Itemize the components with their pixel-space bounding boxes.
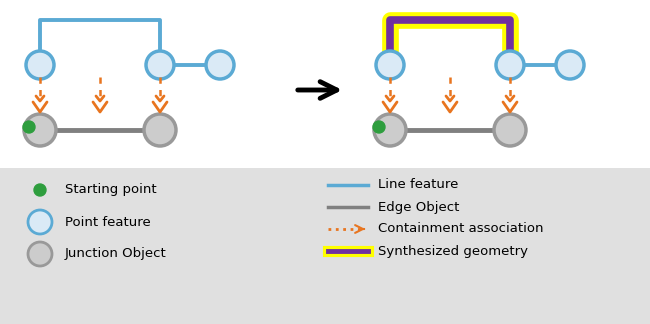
Circle shape bbox=[374, 114, 406, 146]
Text: Containment association: Containment association bbox=[378, 223, 543, 236]
Circle shape bbox=[24, 114, 56, 146]
Text: Edge Object: Edge Object bbox=[378, 201, 460, 214]
Circle shape bbox=[144, 114, 176, 146]
Circle shape bbox=[34, 184, 46, 196]
Circle shape bbox=[146, 51, 174, 79]
Circle shape bbox=[373, 121, 385, 133]
Circle shape bbox=[26, 51, 54, 79]
Text: Point feature: Point feature bbox=[65, 215, 151, 228]
Circle shape bbox=[494, 114, 526, 146]
Text: Starting point: Starting point bbox=[65, 183, 157, 196]
Circle shape bbox=[556, 51, 584, 79]
Circle shape bbox=[496, 51, 524, 79]
Circle shape bbox=[28, 242, 52, 266]
Text: Line feature: Line feature bbox=[378, 179, 458, 191]
Text: Junction Object: Junction Object bbox=[65, 248, 167, 260]
Circle shape bbox=[206, 51, 234, 79]
Circle shape bbox=[23, 121, 35, 133]
Text: Synthesized geometry: Synthesized geometry bbox=[378, 245, 528, 258]
Bar bbox=[0, 168, 650, 324]
Circle shape bbox=[28, 210, 52, 234]
Circle shape bbox=[376, 51, 404, 79]
